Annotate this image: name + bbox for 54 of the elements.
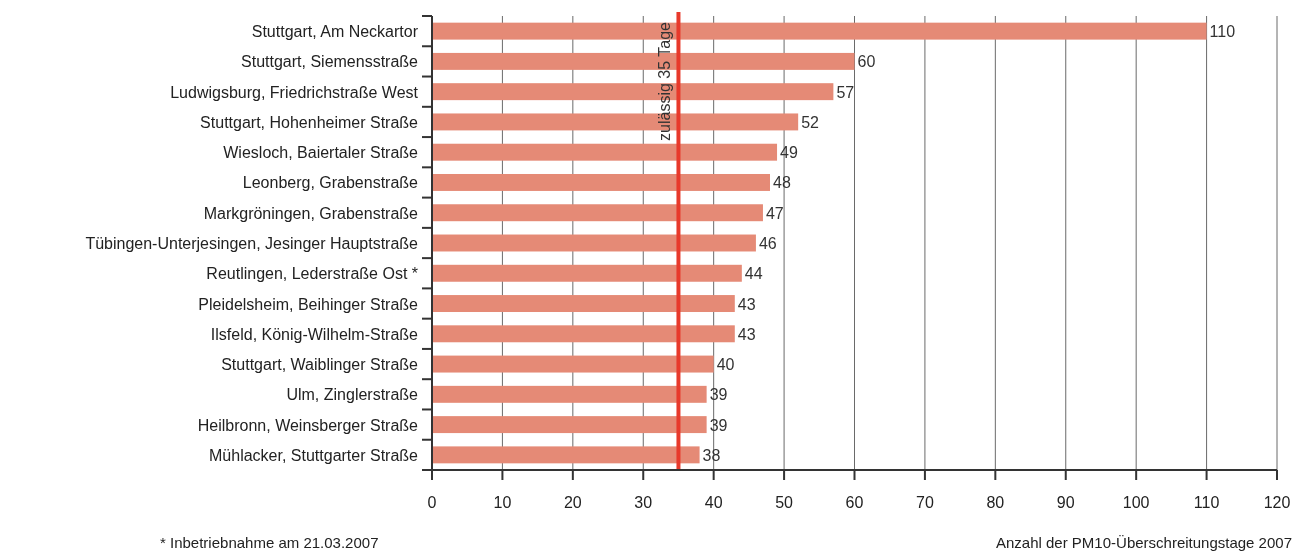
y-tick-label: Ludwigsburg, Friedrichstraße West <box>170 83 419 101</box>
x-axis-title: Anzahl der PM10-Überschreitungstage 2007 <box>995 534 1292 551</box>
data-label: 44 <box>744 265 763 283</box>
data-label: 47 <box>765 204 784 222</box>
data-label: 110 <box>1209 23 1236 41</box>
x-tick-label: 110 <box>1193 494 1220 511</box>
y-tick-label: Leonberg, Grabenstraße <box>242 174 419 192</box>
data-label: 52 <box>801 113 820 131</box>
x-tick-label: 20 <box>563 494 582 511</box>
bar <box>432 295 735 313</box>
y-tick-label: Ilsfeld, König-Wilhelm-Straße <box>210 325 419 343</box>
data-label: 43 <box>737 295 756 313</box>
x-tick-label: 90 <box>1056 494 1075 511</box>
y-tick-label: Stuttgart, Hohenheimer Straße <box>200 113 419 131</box>
y-tick-label: Stuttgart, Siemensstraße <box>241 53 419 71</box>
y-tick-label: Mühlacker, Stuttgarter Straße <box>209 446 419 464</box>
x-tick-label: 60 <box>845 494 864 511</box>
y-tick-label: Tübingen-Unterjesingen, Jesinger Hauptstraße <box>85 235 419 252</box>
x-tick-label: 120 <box>1263 494 1291 511</box>
x-tick-label: 50 <box>775 494 794 511</box>
y-tick-label: Pleidelsheim, Beihinger Straße <box>198 295 419 313</box>
data-label: 57 <box>836 83 855 101</box>
bar <box>432 143 778 161</box>
data-label: 46 <box>758 235 777 252</box>
y-tick-label: Wiesloch, Baiertaler Straße <box>223 144 419 162</box>
y-tick-label: Reutlingen, Lederstraße Ost * <box>206 265 418 283</box>
bar <box>432 385 707 403</box>
bar <box>432 355 714 373</box>
x-tick-label: 70 <box>916 494 934 511</box>
x-tick-label: 10 <box>493 494 512 511</box>
ref-line-label: zulässig 35 Tage <box>656 21 674 141</box>
bar <box>432 264 742 282</box>
y-tick-label: Stuttgart, Waiblinger Straße <box>221 356 419 374</box>
bar <box>432 204 763 222</box>
x-tick-label: 80 <box>986 494 1005 511</box>
bar <box>432 173 770 191</box>
y-tick-label: Stuttgart, Am Neckartor <box>251 23 419 41</box>
data-label: 60 <box>857 53 876 71</box>
bar <box>432 234 756 252</box>
data-label: 49 <box>780 144 798 162</box>
y-tick-label: Heilbronn, Weinsberger Straße <box>197 416 419 434</box>
x-tick-label: 0 <box>427 494 437 511</box>
y-tick-label: Markgröningen, Grabenstraße <box>203 204 419 222</box>
x-tick-label: 40 <box>704 494 723 511</box>
y-tick-label: Ulm, Zinglerstraße <box>286 386 419 404</box>
x-tick-label: 30 <box>634 494 653 511</box>
bar <box>432 325 735 343</box>
data-label: 40 <box>716 356 735 374</box>
bar <box>432 446 700 464</box>
x-tick-label: 100 <box>1122 494 1150 511</box>
data-label: 43 <box>737 325 756 343</box>
bar <box>432 416 707 434</box>
text: * Inbetriebnahme am 21.03.2007 <box>160 534 379 551</box>
data-label: 48 <box>773 174 791 192</box>
